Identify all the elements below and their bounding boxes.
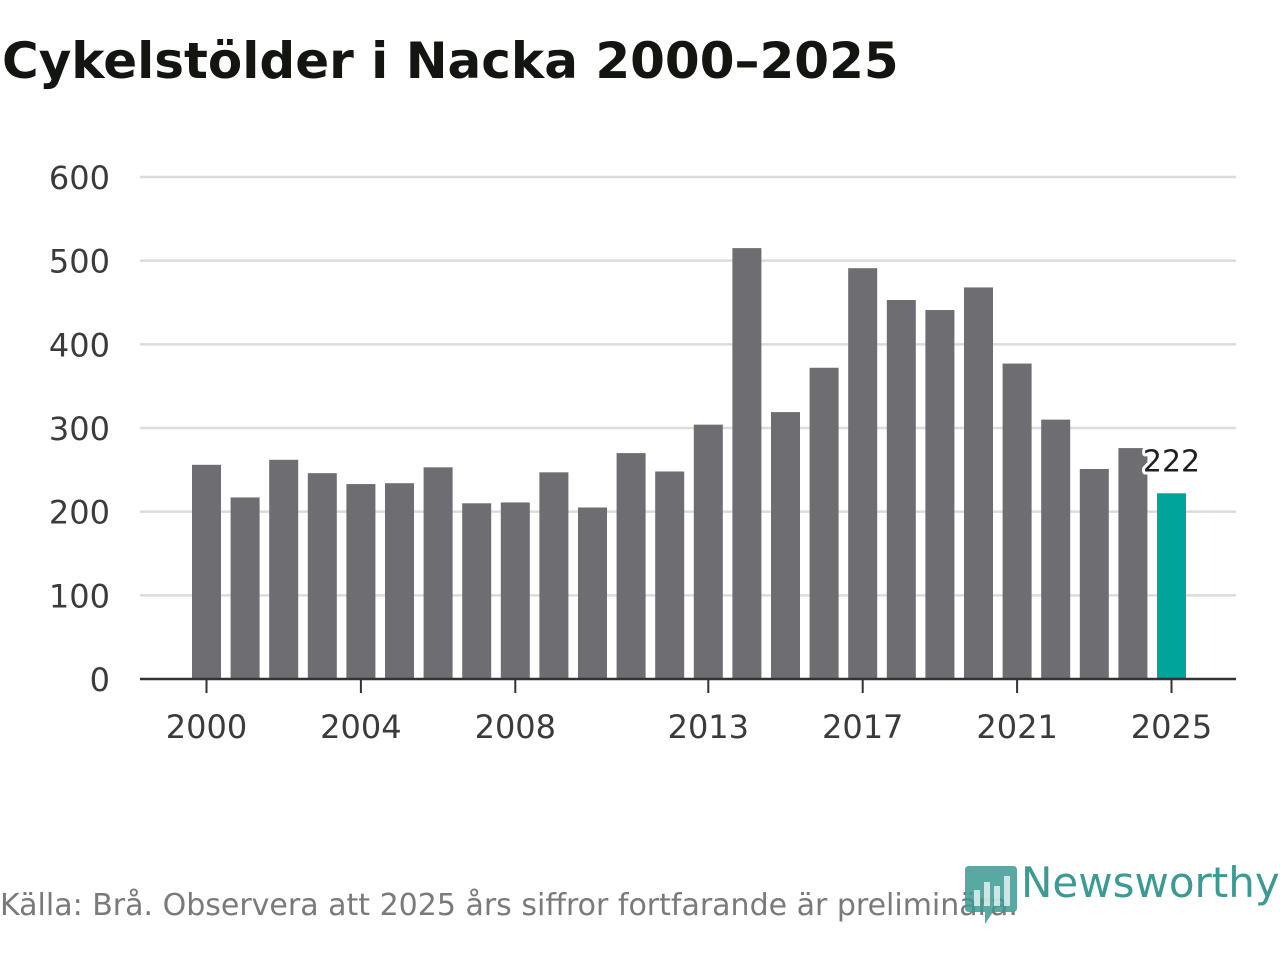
bar-2023[interactable] (1079, 468, 1109, 679)
source-note: Källa: Brå. Observera att 2025 års siffr… (0, 888, 1018, 923)
bar-2001[interactable] (230, 497, 260, 679)
bar-2008[interactable] (500, 502, 530, 679)
bar-2019[interactable] (925, 310, 955, 679)
y-tick-label-600: 600 (49, 159, 110, 197)
y-tick-label-500: 500 (49, 243, 110, 281)
bar-2007[interactable] (462, 503, 492, 679)
bar-2003[interactable] (307, 473, 337, 679)
y-tick-label-200: 200 (49, 494, 110, 532)
bar-2002[interactable] (269, 459, 299, 679)
bar-2011[interactable] (616, 453, 646, 679)
newsworthy-logo[interactable]: Newsworthy (965, 862, 1280, 926)
bar-chart-icon (965, 866, 1017, 924)
y-axis-labels: 0 100 200 300 400 500 600 (49, 159, 110, 699)
value-label-2025: 222 (1143, 444, 1200, 479)
bar-2006[interactable] (423, 467, 453, 679)
x-tick-label-2017: 2017 (822, 708, 903, 746)
bar-2005[interactable] (385, 483, 414, 679)
bar-2017[interactable] (848, 268, 878, 679)
bar-2013[interactable] (693, 424, 723, 679)
brand-name: Newsworthy (1021, 858, 1280, 907)
bar-2004[interactable] (346, 484, 376, 679)
bar-2000[interactable] (192, 464, 221, 679)
bar-2016[interactable] (809, 367, 839, 679)
x-axis-labels: 2000 2004 2008 2013 2017 2021 2025 (166, 708, 1212, 746)
y-tick-label-400: 400 (49, 326, 110, 364)
bars (192, 248, 1186, 679)
bar-2012[interactable] (655, 471, 685, 679)
x-axis (140, 677, 1236, 693)
annotations: 222 (1140, 441, 1203, 482)
y-tick-label-300: 300 (49, 410, 110, 448)
bar-2021[interactable] (1002, 363, 1032, 679)
bar-2018[interactable] (886, 299, 916, 679)
bar-2020[interactable] (964, 287, 993, 679)
bar-2010[interactable] (578, 507, 607, 679)
x-tick-label-2025: 2025 (1131, 708, 1212, 746)
bar-2015[interactable] (771, 412, 800, 679)
x-tick-label-2000: 2000 (166, 708, 247, 746)
bar-2009[interactable] (539, 472, 569, 679)
bar-2024[interactable] (1118, 448, 1148, 679)
y-tick-label-100: 100 (49, 577, 110, 615)
chart-title: Cykelstölder i Nacka 2000–2025 (2, 32, 899, 90)
x-tick-label-2008: 2008 (475, 708, 556, 746)
grid-lines (140, 175, 1236, 597)
x-tick-label-2004: 2004 (320, 708, 401, 746)
bar-2025[interactable] (1157, 493, 1186, 679)
bar-2014[interactable] (732, 248, 762, 679)
y-tick-label-0: 0 (90, 661, 110, 699)
bar-2022[interactable] (1041, 419, 1071, 679)
x-tick-label-2021: 2021 (976, 708, 1057, 746)
x-tick-label-2013: 2013 (668, 708, 749, 746)
